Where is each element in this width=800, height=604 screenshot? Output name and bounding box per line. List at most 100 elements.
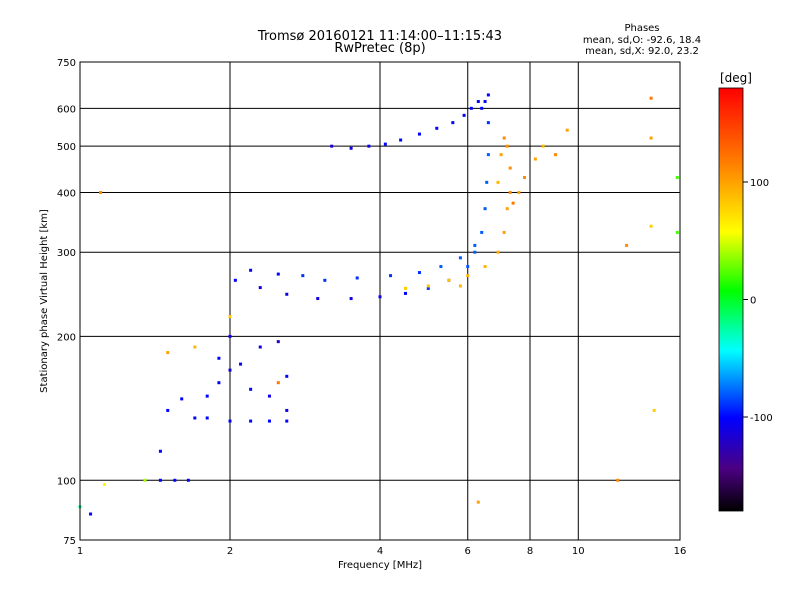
data-point <box>249 419 253 423</box>
x-tick-label: 6 <box>465 546 471 557</box>
y-tick-label: 300 <box>57 248 76 259</box>
data-point <box>462 113 466 117</box>
data-point <box>533 157 537 161</box>
data-point <box>316 297 320 301</box>
data-point <box>89 512 93 516</box>
data-point <box>301 274 305 278</box>
phases-heading: Phases <box>624 23 659 34</box>
data-point <box>483 207 487 211</box>
data-point <box>508 166 512 170</box>
data-point <box>675 230 679 234</box>
data-point <box>486 93 490 97</box>
data-point <box>417 132 421 136</box>
y-tick-label: 400 <box>57 188 76 199</box>
data-point <box>541 144 545 148</box>
data-point <box>502 230 506 234</box>
y-tick-label: 75 <box>63 536 76 547</box>
data-point <box>451 121 455 125</box>
data-point <box>205 394 209 398</box>
data-point <box>616 478 620 482</box>
data-point <box>469 106 473 110</box>
y-tick-label: 100 <box>57 476 76 487</box>
data-point <box>389 274 393 278</box>
data-point <box>485 180 489 184</box>
data-point <box>267 419 271 423</box>
data-point <box>473 250 477 254</box>
data-point <box>675 175 679 179</box>
data-point <box>367 144 371 148</box>
data-point <box>483 100 487 104</box>
data-point <box>403 291 407 295</box>
data-point <box>249 268 253 272</box>
colorbar-ticks: 100 0 -100 <box>743 178 773 424</box>
data-point <box>173 478 177 482</box>
data-point <box>502 136 506 140</box>
data-point <box>426 284 430 288</box>
data-point <box>193 416 197 420</box>
x-tick-label: 8 <box>527 546 533 557</box>
chart-title: Tromsø 20160121 11:14:00–11:15:43 <box>257 29 502 44</box>
data-point <box>439 265 443 269</box>
plot-frame <box>79 61 681 541</box>
data-point <box>349 146 353 150</box>
data-point <box>276 340 280 344</box>
data-point <box>217 381 221 385</box>
data-point <box>403 286 407 290</box>
data-point <box>483 265 487 269</box>
x-tick-label: 10 <box>572 546 585 557</box>
colorbar-tick-label: 100 <box>750 178 769 189</box>
data-point <box>649 224 653 228</box>
data-point <box>217 356 221 360</box>
data-point <box>499 153 503 157</box>
data-point <box>505 207 509 211</box>
x-tick-label: 4 <box>377 546 383 557</box>
data-point <box>99 190 103 194</box>
data-point <box>476 500 480 504</box>
data-point <box>239 362 243 366</box>
data-point <box>158 449 162 453</box>
scatter-points <box>78 93 679 516</box>
data-point <box>458 284 462 288</box>
data-point <box>523 175 527 179</box>
data-point <box>652 408 656 412</box>
data-point <box>480 106 484 110</box>
data-point <box>399 138 403 142</box>
data-point <box>205 416 209 420</box>
x-tick-label: 1 <box>77 546 83 557</box>
data-point <box>496 250 500 254</box>
y-tick-label: 750 <box>57 58 76 69</box>
data-point <box>435 126 439 130</box>
data-point <box>517 190 521 194</box>
plot-grid <box>80 62 680 540</box>
x-tick-label: 2 <box>227 546 233 557</box>
data-point <box>267 394 271 398</box>
data-point <box>476 100 480 104</box>
data-point <box>103 482 107 486</box>
data-point <box>276 381 280 385</box>
data-point <box>228 334 232 338</box>
data-point <box>228 419 232 423</box>
data-point <box>233 278 237 282</box>
data-point <box>508 190 512 194</box>
data-point <box>553 153 557 157</box>
x-axis-ticks: 1 2 4 6 8 10 16 <box>77 546 687 557</box>
data-point <box>158 478 162 482</box>
data-point <box>276 272 280 276</box>
x-axis-label: Frequency [MHz] <box>338 560 422 571</box>
data-point <box>285 408 289 412</box>
data-point <box>480 230 484 234</box>
data-point <box>285 292 289 296</box>
y-tick-label: 600 <box>57 104 76 115</box>
data-point <box>285 374 289 378</box>
data-point <box>180 397 184 401</box>
colorbar <box>718 87 744 512</box>
data-point <box>473 243 477 247</box>
y-axis-ticks: 75 100 200 300 400 500 600 750 <box>57 58 76 547</box>
data-point <box>258 345 262 349</box>
data-point <box>249 387 253 391</box>
data-point <box>378 295 382 299</box>
data-point <box>228 368 232 372</box>
data-point <box>649 136 653 140</box>
